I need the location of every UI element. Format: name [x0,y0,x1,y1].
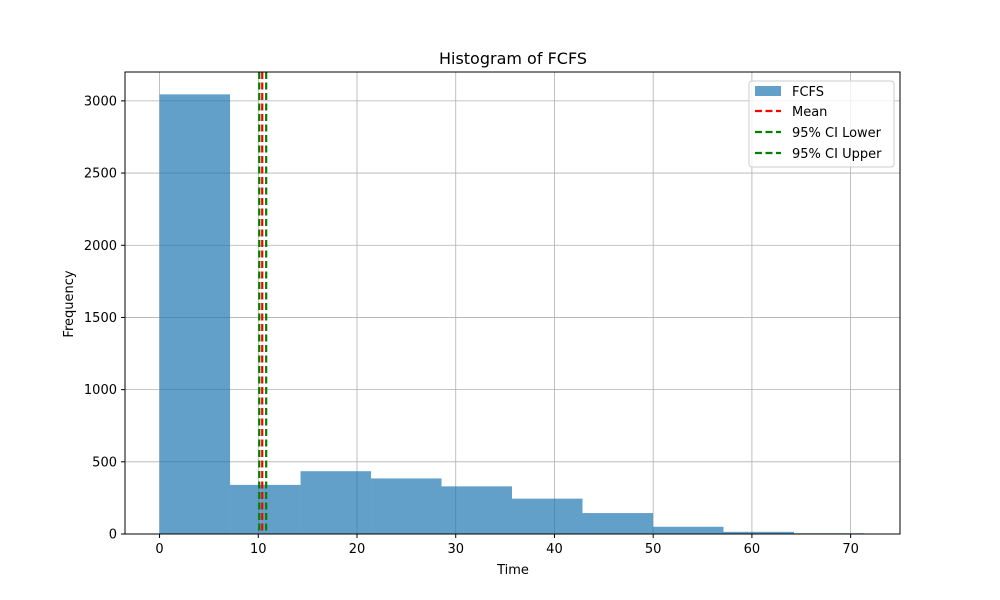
y-axis-ticks: 0 500 1000 1500 2000 2500 3000 [84,94,125,543]
y-tick-label: 1500 [84,311,117,326]
plot-area-frame [124,71,901,535]
x-tick-label: 10 [250,542,267,557]
legend: FCFS Mean 95% CI Lower 95% CI Upper [748,80,895,168]
histogram-bar [582,513,653,534]
chart-title: Histogram of FCFS [439,49,587,68]
histogram-bar [652,526,724,534]
grid [125,72,900,535]
y-tick-label: 3000 [84,94,117,109]
histogram-bar [159,94,231,535]
y-axis-title: Frequency [62,270,77,337]
x-tick-label: 30 [447,542,464,557]
histogram-bar [512,498,583,534]
legend-label-ci-lower: 95% CI Lower [792,126,882,141]
legend-label-ci-upper: 95% CI Upper [792,147,882,162]
y-tick-label: 0 [109,528,117,543]
reference-lines [258,72,268,534]
x-tick-label: 50 [645,542,662,557]
histogram-bar [723,531,794,534]
x-tick-label: 70 [842,542,859,557]
legend-swatch-fcfs [755,86,781,96]
x-tick-label: 0 [155,542,163,557]
histogram-bar [300,471,372,534]
x-axis-ticks: 0 10 20 30 40 50 60 70 [155,534,859,557]
legend-label-mean: Mean [792,105,827,120]
histogram-bar [371,478,442,534]
x-tick-label: 60 [744,542,761,557]
y-tick-label: 2000 [84,239,117,254]
y-tick-label: 1000 [84,383,117,398]
legend-label-fcfs: FCFS [792,85,824,100]
histogram-bar [441,486,513,534]
y-tick-label: 2500 [84,167,117,182]
x-axis-title: Time [496,563,529,578]
y-tick-label: 500 [92,455,117,470]
x-tick-label: 20 [349,542,366,557]
histogram-bars [159,94,865,535]
legend-box [748,80,895,168]
x-tick-label: 40 [546,542,563,557]
